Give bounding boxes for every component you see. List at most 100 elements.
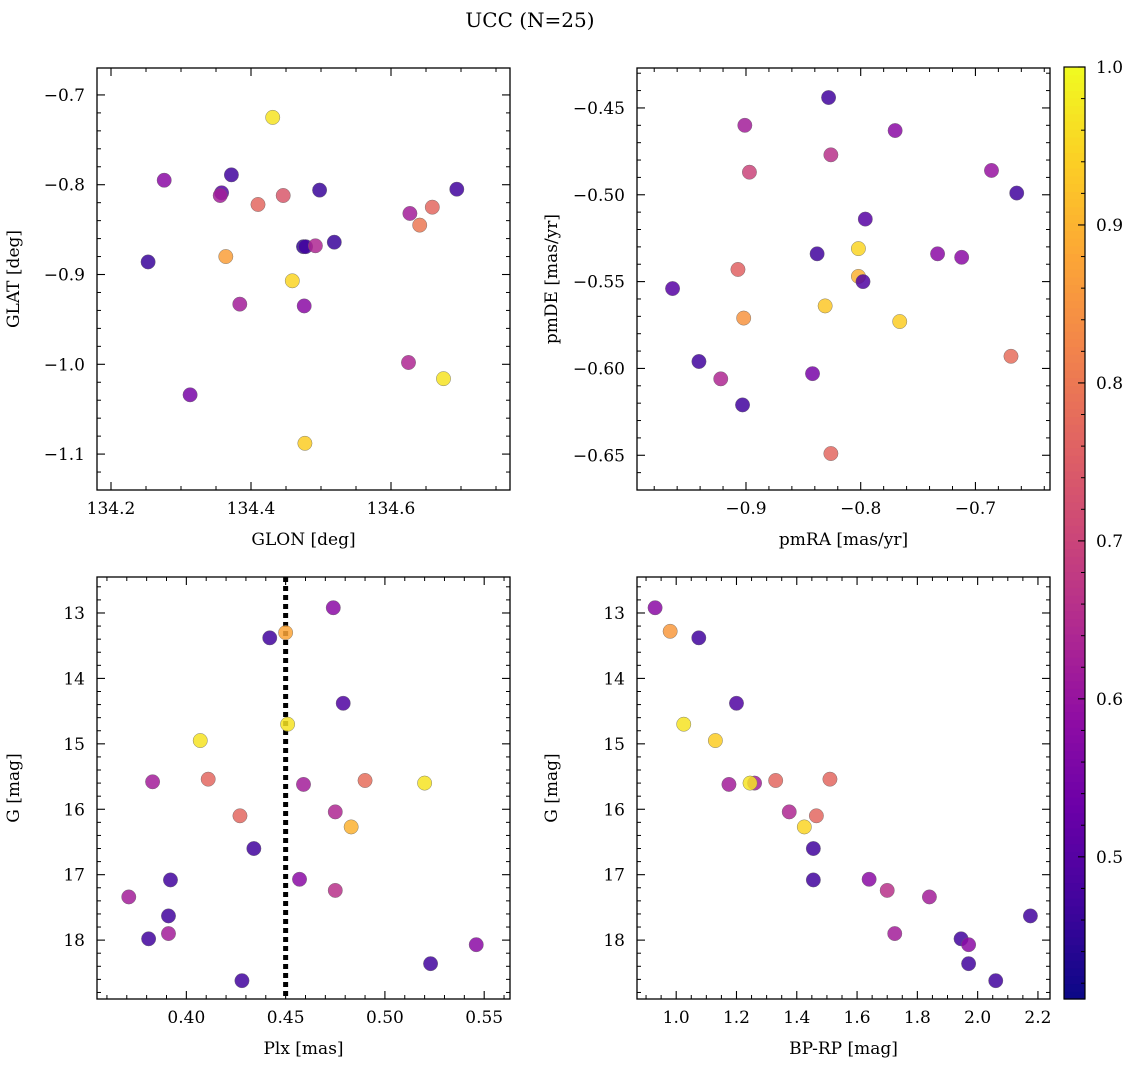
colorbar-segment [1064,696,1085,705]
y-tick-label: 18 [603,931,625,951]
data-point [278,625,294,641]
colorbar-segment [1064,564,1085,573]
colorbar-segment [1064,665,1085,674]
x-tick-label: −0.8 [840,499,881,519]
colorbar-segment [1064,300,1085,309]
x-tick-label: 134.4 [227,499,276,519]
data-point [312,182,327,198]
data-point [855,274,871,290]
colorbar-segment [1064,797,1085,806]
data-point [691,354,707,369]
y-tick-label: 16 [603,800,625,820]
data-point [161,908,176,924]
y-tick-label: −0.55 [573,273,625,293]
colorbar-segment [1064,191,1085,200]
data-point [284,273,300,289]
colorbar-segment [1064,199,1085,208]
colorbar-segment [1064,501,1085,511]
plot-frame [96,576,511,1000]
colorbar-segment [1064,362,1085,371]
y-axis-label: GLAT [deg] [4,230,24,328]
colorbar-segment [1064,416,1085,425]
colorbar-segment [1064,307,1085,317]
data-point [857,211,873,227]
y-tick-label: −0.60 [573,359,625,379]
data-point [156,172,172,188]
data-point [821,90,836,105]
colorbar-segment [1064,230,1085,239]
colorbar-tick-label: 1.0 [1096,58,1123,78]
colorbar-segment [1064,160,1085,169]
data-point [140,254,156,270]
colorbar-segment [1064,183,1085,192]
colorbar-segment [1064,237,1085,247]
x-tick-label: 2.2 [1024,1008,1051,1028]
colorbar-segment [1064,354,1085,363]
colorbar-segment [1064,610,1085,620]
data-point [922,889,937,905]
data-point [212,188,228,203]
colorbar-segment [1064,470,1085,480]
colorbar-tick-label: 0.8 [1096,374,1123,394]
colorbar-segment [1064,463,1085,472]
y-axis-label: G [mag] [4,753,24,822]
y-tick-label: 17 [603,866,625,886]
y-tick-label: 14 [63,669,85,689]
y-tick-label: 15 [63,735,85,755]
data-point [961,937,977,953]
colorbar-segment [1064,820,1085,829]
colorbar-segment [1064,175,1085,185]
y-tick-label: 18 [63,931,85,951]
colorbar-segment [1064,245,1085,254]
colorbar-segment [1064,284,1085,293]
y-axis-label: pmDE [mas/yr] [542,214,562,344]
data-point [401,355,416,370]
colorbar-segment [1064,587,1085,596]
colorbar-segment [1064,898,1085,907]
plot-frame [636,67,1051,491]
colorbar-segment [1064,486,1085,495]
colorbar-segment [1064,633,1085,643]
data-point [163,872,178,888]
colorbar-segment [1064,913,1085,922]
colorbar-segment [1064,843,1085,853]
colorbar-segment [1064,98,1085,107]
data-point [805,366,820,382]
colorbar-segment [1064,571,1085,581]
data-point [232,296,248,312]
data-point [984,163,999,178]
colorbar-segment [1064,859,1085,868]
colorbar-segment [1064,121,1085,130]
x-tick-label: 0.50 [366,1008,404,1028]
data-point [676,716,692,732]
colorbar-segment [1064,773,1085,783]
y-tick-label: 14 [603,669,625,689]
data-point [296,298,312,314]
colorbar-segment [1064,517,1085,526]
data-point [721,777,737,792]
colorbar-segment [1064,424,1085,433]
colorbar-segment [1064,657,1085,666]
colorbar-segment [1064,602,1085,612]
colorbar-segment [1064,851,1085,860]
colorbar-segment [1064,991,1085,1000]
colorbar-segment [1064,509,1085,519]
data-point [808,808,824,824]
colorbar-segment [1064,750,1085,759]
colorbar-segment [1064,540,1085,550]
colorbar-segment [1064,874,1085,884]
data-point [343,819,359,835]
colorbar-segment [1064,812,1085,821]
colorbar-segment [1064,331,1085,340]
y-tick-label: 13 [63,604,85,624]
colorbar-segment [1064,556,1085,565]
data-point [161,926,176,941]
colorbar-segment [1064,74,1085,84]
y-tick-label: −0.65 [573,446,625,466]
colorbar-segment [1064,866,1085,876]
data-point [307,238,323,254]
colorbar-segment [1064,804,1085,814]
colorbar-tick-label: 0.9 [1096,216,1123,236]
colorbar-segment [1064,261,1085,270]
y-tick-label: −0.9 [44,266,85,286]
